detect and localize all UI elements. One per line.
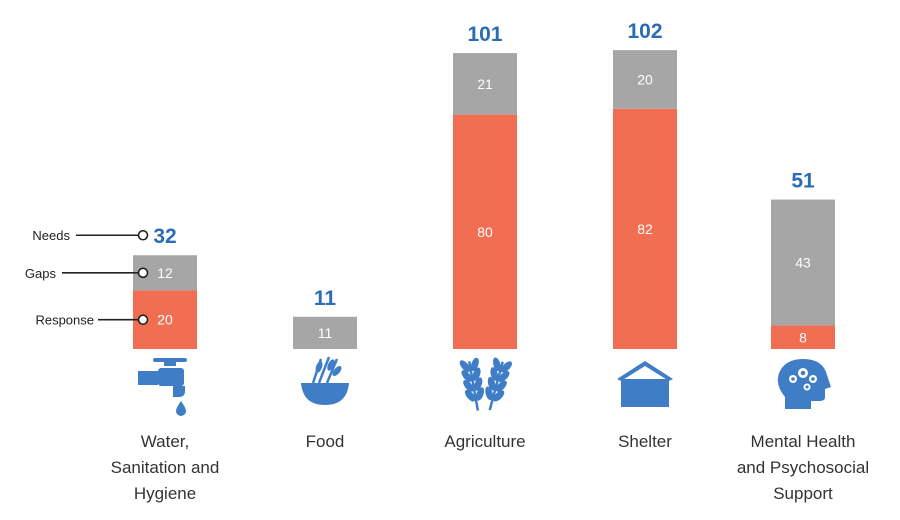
bars-layer: 20 12 32 11 11 80 21 101 82 20 102 8 43 51 (133, 20, 835, 350)
legend-gaps: Gaps (25, 266, 149, 281)
legend: Needs Gaps Response (25, 228, 149, 328)
mental-health-icon (777, 359, 831, 409)
category-label: Hygiene (134, 484, 196, 503)
segment-value-label: 21 (477, 76, 493, 92)
total-value-label: 51 (791, 170, 815, 193)
wheat-icon (459, 357, 513, 411)
category-label: Support (773, 484, 833, 503)
total-value-label: 32 (153, 225, 176, 248)
water-tap-icon (138, 358, 187, 416)
icons-layer (138, 356, 831, 416)
legend-response: Response (35, 313, 149, 328)
segment-value-label: 82 (637, 221, 653, 237)
legend-marker (137, 314, 149, 326)
legend-label: Needs (32, 228, 70, 243)
total-value-label: 11 (314, 287, 337, 310)
category-label: Water, (141, 432, 190, 451)
bar-segment-gaps (771, 199, 835, 326)
segment-value-label: 12 (157, 265, 173, 281)
category-label: Mental Health (751, 432, 856, 451)
category-label: Food (306, 432, 345, 451)
legend-label: Response (35, 313, 94, 328)
segment-value-label: 43 (795, 255, 811, 271)
total-value-label: 102 (627, 20, 662, 43)
legend-label: Gaps (25, 266, 57, 281)
category-labels: Water, Sanitation and Hygiene Food Agricultu… (111, 432, 870, 503)
segment-value-label: 80 (477, 224, 493, 240)
total-value-label: 101 (467, 23, 502, 46)
segment-value-label: 8 (799, 329, 807, 345)
legend-marker (137, 229, 149, 241)
legend-marker (137, 267, 149, 279)
bar-segment-gaps (613, 50, 677, 109)
category-label: and Psychosocial (737, 458, 869, 477)
bar-segment-response (771, 325, 835, 349)
segment-value-label: 11 (318, 325, 333, 341)
category-label: Sanitation and (111, 458, 220, 477)
segment-value-label: 20 (157, 312, 173, 328)
shelter-icon (617, 361, 673, 407)
bar-segment-gaps (293, 316, 357, 349)
bar-segment-gaps (453, 53, 517, 115)
legend-needs: Needs (32, 228, 149, 243)
segment-value-label: 20 (637, 71, 653, 87)
category-label: Agriculture (444, 432, 525, 451)
bar-segment-response (453, 114, 517, 349)
bar-segment-response (613, 108, 677, 350)
category-label: Shelter (618, 432, 672, 451)
food-bowl-icon (301, 356, 349, 405)
